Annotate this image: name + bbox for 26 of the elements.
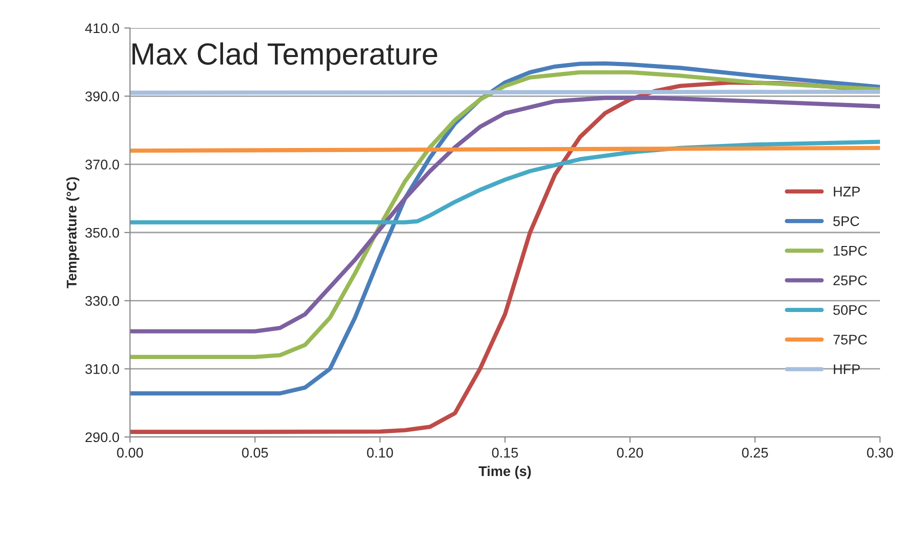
legend-label: 15PC (834, 246, 867, 256)
y-tick-label: 370.0 (85, 160, 120, 170)
legend-label: 75PC (833, 334, 867, 345)
y-tick-label: 290.0 (86, 432, 120, 442)
x-axis-title: Time (s) (478, 466, 531, 479)
y-tick-label: 390.0 (85, 92, 120, 102)
x-tick-label: 0.30 (867, 448, 893, 458)
y-tick-label: 410.0 (85, 23, 120, 34)
x-tick-label: 0.20 (617, 448, 643, 458)
y-tick-label: 350.0 (85, 228, 120, 238)
legend-label: 50PC (833, 305, 867, 315)
line-series (130, 140, 880, 224)
legend-label: HFP (834, 364, 860, 374)
y-tick-label: 310.0 (85, 364, 120, 374)
x-tick-label: 0.05 (242, 448, 268, 458)
chart-title: Max Clad Temperature (132, 42, 438, 71)
legend-label: 5PC (833, 216, 860, 226)
x-tick-label: 0.15 (492, 448, 518, 458)
x-tick-label: 0.00 (117, 448, 143, 458)
legend-label: HZP (834, 186, 860, 196)
line-series (130, 96, 880, 334)
y-tick-label: 330.0 (85, 296, 120, 306)
x-tick-label: 0.25 (742, 448, 768, 458)
legend-label: 25PC (833, 275, 867, 286)
x-tick-label: 0.10 (367, 448, 393, 458)
y-axis-title: Temperature (°C) (66, 177, 80, 288)
